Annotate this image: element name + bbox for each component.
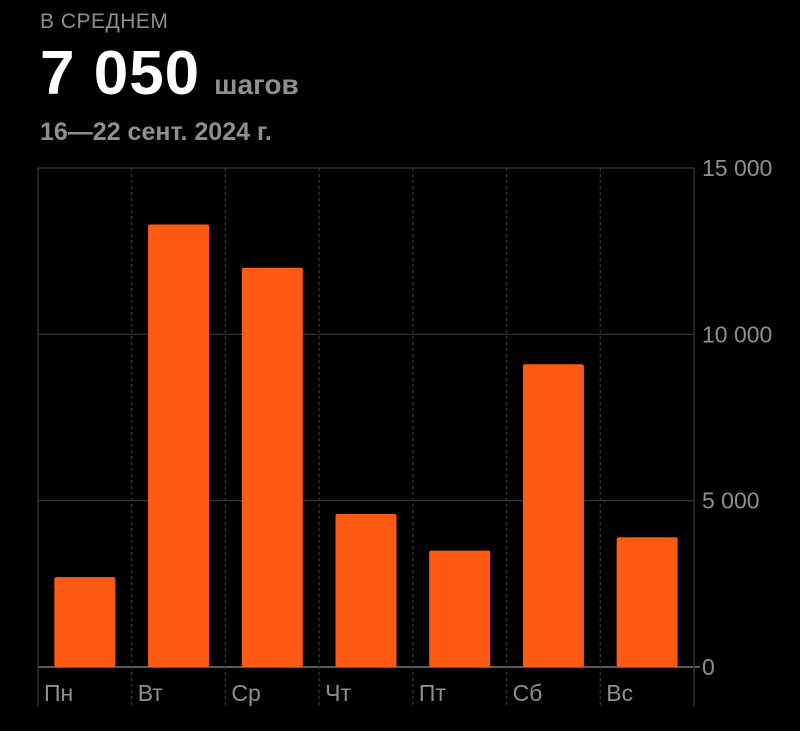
steps-unit: шагов	[214, 69, 299, 100]
bar-7	[616, 537, 678, 667]
label-layer: 0 5 000 10 000 15 000 Пн Вт Ср Чт Пт Сб Вс	[44, 155, 772, 706]
x-tick-label: Сб	[513, 680, 543, 706]
y-tick-label: 5 000	[702, 488, 760, 514]
y-tick-label: 0	[702, 654, 715, 680]
x-tick-label: Пн	[44, 680, 73, 706]
bar-5	[429, 550, 491, 667]
bar-layer	[54, 224, 678, 667]
x-tick-label: Чт	[325, 680, 351, 706]
x-tick-label: Вс	[606, 680, 633, 706]
x-tick-label: Пт	[419, 680, 447, 706]
y-tick-label: 10 000	[702, 321, 772, 347]
average-steps-value: 7 050	[40, 39, 201, 108]
x-tick-label: Ср	[231, 680, 260, 706]
bar-1	[54, 577, 116, 667]
bar-2	[148, 224, 210, 667]
average-caption: В СРЕДНЕМ	[40, 10, 169, 33]
bar-3	[241, 267, 303, 667]
x-tick-label: Вт	[138, 680, 164, 706]
y-tick-label: 15 000	[702, 155, 772, 181]
bar-4	[335, 513, 397, 667]
date-range: 16—22 сент. 2024 г.	[40, 118, 272, 146]
bar-6	[522, 364, 584, 667]
average-value-row: 7 050 шагов	[40, 38, 299, 109]
